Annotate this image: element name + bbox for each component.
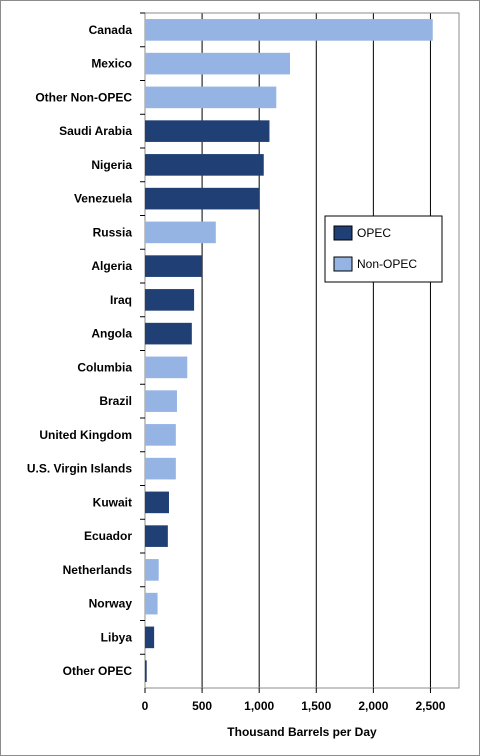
category-label-kuwait: Kuwait <box>93 495 132 509</box>
category-label-brazil: Brazil <box>99 394 132 408</box>
category-label-columbia: Columbia <box>77 360 132 374</box>
legend-swatch-non-opec <box>333 256 353 272</box>
plot-area <box>144 12 460 689</box>
category-label-mexico: Mexico <box>91 57 132 71</box>
x-tick-label: 0 <box>142 699 149 713</box>
bar-venezuela <box>145 187 260 210</box>
bar-libya <box>145 626 155 649</box>
bar-mexico <box>145 52 291 75</box>
category-label-algeria: Algeria <box>91 259 132 273</box>
x-tick-label: 2,000 <box>358 699 388 713</box>
category-label-other-opec: Other OPEC <box>63 664 133 678</box>
bar-canada <box>145 19 433 41</box>
category-label-canada: Canada <box>89 23 133 37</box>
bar-columbia <box>145 356 188 379</box>
legend-label-non-opec: Non-OPEC <box>357 257 417 271</box>
category-label-saudi-arabia: Saudi Arabia <box>59 124 132 138</box>
bar-iraq <box>145 289 195 311</box>
x-axis-title: Thousand Barrels per Day <box>227 725 377 739</box>
bar-netherlands <box>145 559 159 581</box>
category-label-other-non-opec: Other Non-OPEC <box>35 90 132 104</box>
category-label-nigeria: Nigeria <box>91 158 132 172</box>
category-labels: Canada Mexico Other Non-OPEC Saudi Arabia Ni… <box>27 12 145 678</box>
category-label-angola: Angola <box>91 327 132 341</box>
x-tick-labels: 0 500 1,000 1,500 2,000 2,500 <box>142 688 446 713</box>
bar-united-kingdom <box>145 424 176 446</box>
bar-other-opec <box>145 660 147 682</box>
x-tick-label: 2,500 <box>415 699 445 713</box>
x-tick-label: 1,000 <box>244 699 274 713</box>
category-label-united-kingdom: United Kingdom <box>39 428 132 442</box>
category-label-ecuador: Ecuador <box>84 529 132 543</box>
x-tick-label: 500 <box>192 699 212 713</box>
category-label-norway: Norway <box>89 597 133 611</box>
bar-saudi-arabia <box>145 120 270 142</box>
bar-nigeria <box>145 154 264 176</box>
legend-swatch-opec <box>333 225 353 241</box>
bar-algeria <box>145 255 203 277</box>
category-label-u-s-virgin-islands: U.S. Virgin Islands <box>27 462 132 476</box>
bar-other-non-opec <box>145 86 277 109</box>
legend: OPEC Non-OPEC <box>324 215 443 283</box>
category-label-venezuela: Venezuela <box>74 192 132 206</box>
bar-kuwait <box>145 491 169 514</box>
bar-brazil <box>145 390 177 412</box>
legend-label-opec: OPEC <box>357 226 391 240</box>
bar-norway <box>145 592 158 615</box>
x-tick-label: 1,500 <box>301 699 331 713</box>
bar-ecuador <box>145 525 168 547</box>
category-label-russia: Russia <box>93 225 133 239</box>
bar-u-s-virgin-islands <box>145 457 176 480</box>
bar-russia <box>145 221 216 244</box>
bars <box>145 19 433 682</box>
bar-angola <box>145 322 192 345</box>
category-label-netherlands: Netherlands <box>63 563 133 577</box>
category-label-libya: Libya <box>101 630 133 644</box>
category-label-iraq: Iraq <box>110 293 132 307</box>
gridlines <box>201 13 431 688</box>
